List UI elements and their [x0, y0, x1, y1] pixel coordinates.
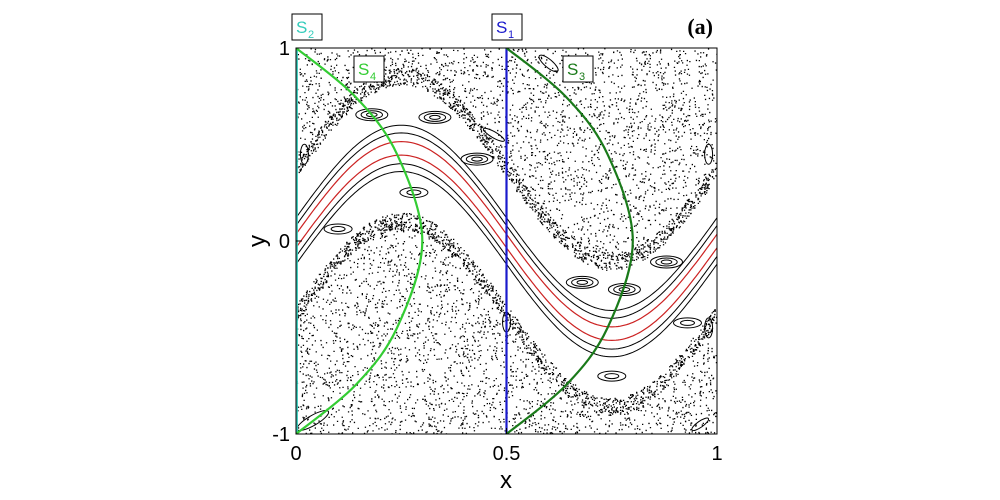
- island-loop: [680, 319, 695, 326]
- section-label-s2: S: [296, 18, 307, 37]
- x-tick-label: 0.5: [493, 443, 521, 465]
- satellite-island: [299, 143, 309, 165]
- island-loop: [360, 110, 383, 120]
- section-label-s3: S: [567, 60, 578, 79]
- island-loop: [465, 154, 489, 164]
- y-axis: -1 0 1: [272, 38, 302, 446]
- section-label-sub-s1: 1: [508, 29, 514, 41]
- island-loop: [323, 223, 353, 235]
- section-label-sub-s3: 3: [579, 71, 585, 83]
- satellite-island: [704, 143, 714, 165]
- island-loop: [423, 112, 447, 122]
- x-tick-label: 1: [711, 443, 722, 465]
- section-label-s1: S: [496, 18, 507, 37]
- section-label-sub-s2: 2: [308, 29, 314, 41]
- island-loop: [655, 257, 678, 267]
- island-loop: [330, 226, 346, 232]
- section-label-box-s4: [353, 55, 385, 83]
- section-label-box-s2: [291, 13, 323, 41]
- island-loop: [604, 373, 620, 380]
- panel-label: (a): [687, 14, 713, 39]
- x-axis-title: x: [500, 467, 512, 494]
- section-lines: [296, 48, 634, 434]
- island-loop: [673, 317, 702, 329]
- satellite-island: [538, 54, 559, 73]
- small-islands: [296, 54, 714, 432]
- y-tick-label: -1: [272, 424, 290, 446]
- y-axis-title: y: [244, 235, 271, 247]
- island-loop: [660, 259, 673, 265]
- island-loop: [565, 275, 599, 289]
- island-loop: [366, 112, 378, 118]
- satellite-island: [691, 417, 710, 432]
- section-label-box-s3: [562, 55, 594, 83]
- satellite-island: [704, 317, 714, 339]
- section-line-s4: [296, 48, 424, 434]
- y-tick-label: 1: [279, 38, 290, 60]
- island-loop: [576, 279, 589, 285]
- section-label-box-s1: [491, 13, 523, 41]
- satellite-island: [482, 127, 505, 142]
- y-tick-label: 0: [279, 231, 290, 253]
- island-loop: [571, 277, 594, 287]
- island-loop: [429, 114, 441, 120]
- island-loop: [418, 110, 452, 124]
- island-loop: [460, 152, 494, 166]
- section-labels: S 1S 2S 3S 4: [291, 13, 594, 83]
- island-loop: [355, 108, 389, 122]
- island-loop: [471, 156, 483, 162]
- section-line-s3: [505, 48, 634, 434]
- section-label-sub-s4: 4: [370, 71, 376, 83]
- x-axis: 0 0.5 1: [290, 428, 723, 465]
- x-tick-label: 0: [290, 443, 301, 465]
- resonance-islands: [323, 108, 702, 382]
- section-label-s4: S: [358, 60, 369, 79]
- island-loop: [650, 255, 683, 269]
- island-loop: [597, 370, 627, 382]
